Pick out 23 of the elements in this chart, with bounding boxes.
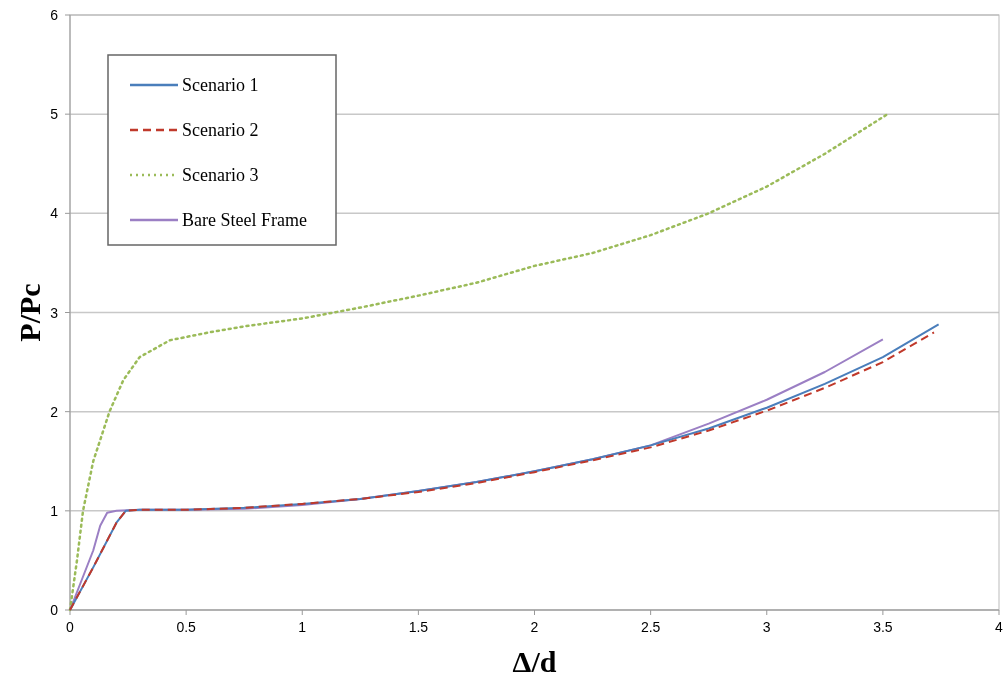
y-tick-label: 5 [50, 106, 59, 123]
y-axis-title: P/Pc [13, 283, 46, 342]
x-axis-title: Δ/d [512, 645, 557, 678]
legend-label: Scenario 1 [182, 75, 259, 95]
y-tick-label: 2 [50, 403, 59, 420]
x-tick-label: 3.5 [873, 619, 893, 635]
x-tick-label: 0.5 [176, 619, 197, 635]
legend-label: Bare Steel Frame [182, 210, 307, 230]
y-tick-label: 4 [50, 205, 59, 222]
legend-label: Scenario 3 [182, 165, 259, 185]
x-tick-label: 0 [66, 619, 75, 635]
x-tick-label: 3 [762, 619, 771, 635]
y-tick-label: 6 [50, 7, 59, 23]
x-tick-label: 4 [995, 619, 1004, 635]
x-tick-label: 2 [530, 619, 539, 635]
x-tick-label: 2.5 [640, 619, 661, 635]
x-tick-label: 1.5 [408, 619, 429, 635]
legend-label: Scenario 2 [182, 120, 259, 140]
x-tick-label: 1 [298, 619, 307, 635]
y-tick-label: 3 [50, 304, 59, 321]
line-series [68, 112, 889, 612]
y-tick-label: 1 [50, 502, 59, 519]
y-tick-label: 0 [50, 602, 59, 618]
